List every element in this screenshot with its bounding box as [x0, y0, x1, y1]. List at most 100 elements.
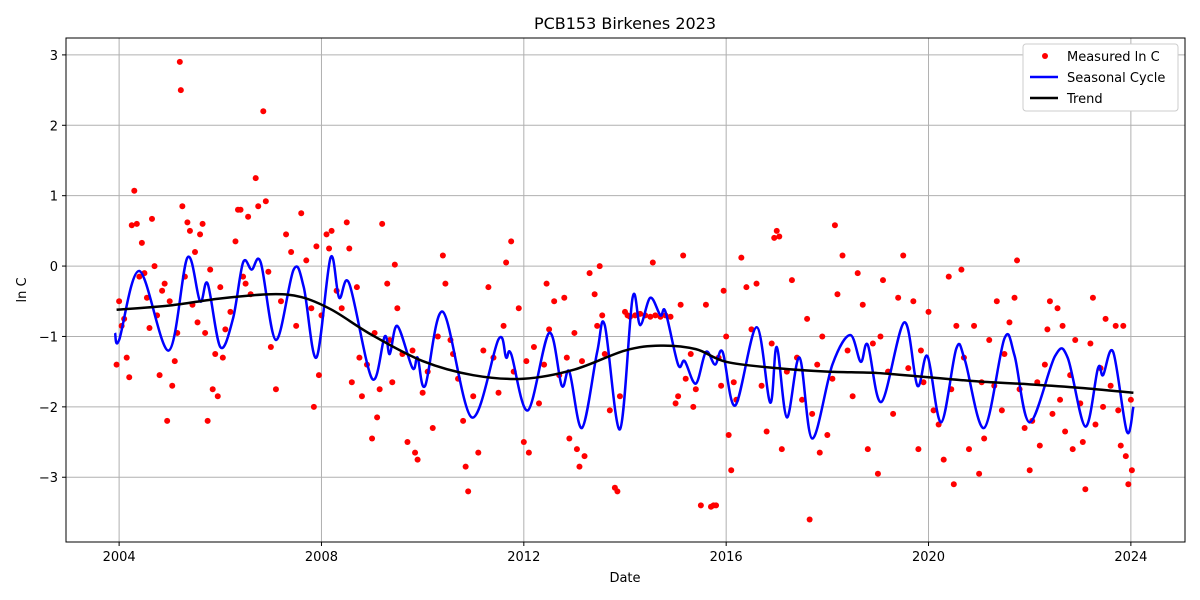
grid	[66, 38, 1185, 542]
measured-point	[606, 407, 613, 414]
measured-point	[788, 277, 795, 284]
measured-point	[910, 298, 917, 305]
measured-point	[1062, 428, 1069, 435]
measured-point	[1059, 322, 1066, 329]
measured-point	[1115, 407, 1122, 414]
measured-point	[202, 329, 209, 336]
measured-point	[563, 354, 570, 361]
measured-point	[854, 270, 861, 277]
measured-point	[1107, 382, 1114, 389]
measured-point	[1046, 298, 1053, 305]
measured-point	[503, 259, 510, 266]
measured-point	[186, 227, 193, 234]
measured-point	[133, 220, 140, 227]
measured-point	[414, 456, 421, 463]
legend-label-seasonal: Seasonal Cycle	[1067, 71, 1165, 86]
measured-point	[272, 386, 279, 393]
measured-point	[768, 340, 775, 347]
measured-point	[1089, 294, 1096, 301]
measured-point	[551, 298, 558, 305]
measured-point	[267, 344, 274, 351]
measured-point	[169, 382, 176, 389]
measured-point	[199, 220, 206, 227]
legend: Measured ln C Seasonal Cycle Trend	[1022, 43, 1179, 112]
measured-point	[809, 410, 816, 417]
measured-point	[384, 280, 391, 287]
measured-point	[217, 284, 224, 291]
plot-frame	[65, 37, 1186, 543]
x-axis-label: Date	[609, 571, 640, 586]
measured-point	[389, 379, 396, 386]
measured-point	[159, 287, 166, 294]
measured-point	[819, 333, 826, 340]
measured-point	[1036, 442, 1043, 449]
measured-point	[191, 248, 198, 255]
measured-point	[687, 351, 694, 358]
measured-point	[265, 268, 272, 275]
measured-point	[369, 435, 376, 442]
measured-point	[252, 175, 259, 182]
measured-point	[1069, 446, 1076, 453]
y-tick-label: 0	[50, 260, 58, 275]
measured-point	[839, 252, 846, 259]
measured-point	[616, 393, 623, 400]
trend-line	[116, 292, 1134, 395]
measured-point	[288, 248, 295, 255]
measured-point	[1117, 442, 1124, 449]
measured-point	[586, 270, 593, 277]
measured-point	[323, 231, 330, 238]
measured-point	[571, 329, 578, 336]
measured-point	[530, 344, 537, 351]
measured-point	[379, 220, 386, 227]
measured-point	[412, 449, 419, 456]
measured-point	[374, 414, 381, 421]
measured-point	[697, 502, 704, 509]
x-tick-label: 2012	[507, 550, 540, 565]
measured-point	[1011, 294, 1018, 301]
measured-point	[353, 284, 360, 291]
x-tick-label: 2016	[710, 550, 743, 565]
measured-point	[434, 333, 441, 340]
x-tick-label: 2020	[912, 550, 945, 565]
measured-point	[998, 407, 1005, 414]
measured-point	[738, 254, 745, 261]
measured-point	[859, 301, 866, 308]
measured-point	[242, 280, 249, 287]
measured-point	[315, 372, 322, 379]
measured-point	[194, 319, 201, 326]
measured-point	[890, 410, 897, 417]
measured-point	[591, 291, 598, 298]
seasonal-cycle-line	[113, 255, 1135, 440]
measured-point	[816, 449, 823, 456]
measured-point	[177, 87, 184, 94]
measured-point	[209, 386, 216, 393]
measured-point	[723, 333, 730, 340]
measured-point	[138, 239, 145, 246]
measured-point	[953, 322, 960, 329]
measured-point	[581, 453, 588, 460]
measured-point	[940, 456, 947, 463]
measured-point	[849, 393, 856, 400]
measured-point	[495, 389, 502, 396]
x-tick-label: 2024	[1114, 550, 1147, 565]
y-axis-label: ln C	[15, 277, 30, 302]
measured-point	[131, 187, 138, 194]
legend-label-trend: Trend	[1066, 92, 1103, 107]
measured-point	[920, 379, 927, 386]
measured-point	[864, 446, 871, 453]
measured-point	[348, 379, 355, 386]
measured-point	[763, 428, 770, 435]
measured-point	[500, 322, 507, 329]
measured-point	[728, 467, 735, 474]
measured-point	[136, 273, 143, 280]
measured-point	[945, 273, 952, 280]
measured-point	[1127, 396, 1134, 403]
measured-point	[692, 386, 699, 393]
measured-point	[156, 372, 163, 379]
measured-point	[1001, 351, 1008, 358]
measured-point	[1054, 305, 1061, 312]
measured-point	[1041, 361, 1048, 368]
measured-point	[720, 287, 727, 294]
measured-point	[343, 219, 350, 226]
measured-point	[879, 277, 886, 284]
